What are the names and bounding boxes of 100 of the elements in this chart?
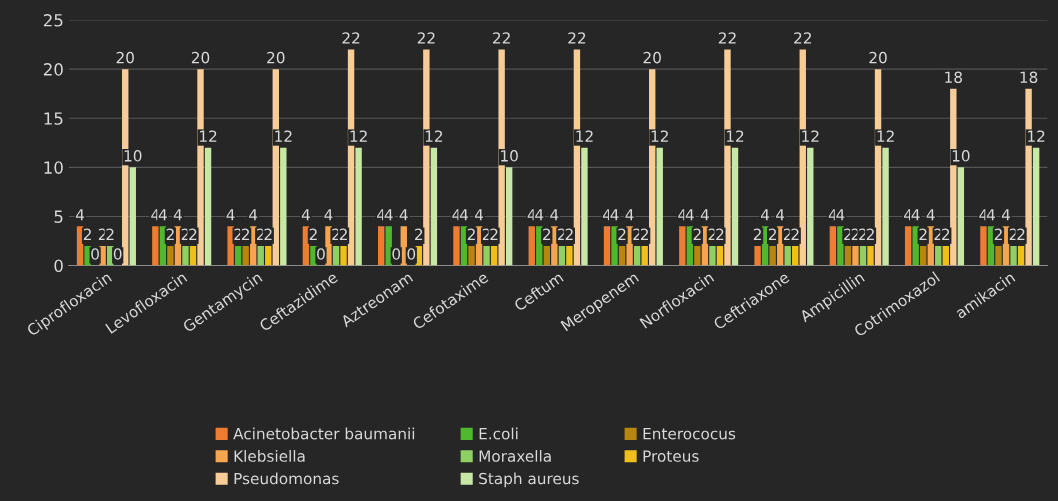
data-label: 4 xyxy=(685,209,694,221)
data-label: 2 xyxy=(106,228,114,240)
bar xyxy=(829,226,837,266)
bar xyxy=(528,226,535,266)
data-label: 12 xyxy=(275,130,292,142)
data-label: 10 xyxy=(952,150,970,162)
bar xyxy=(332,245,340,266)
data-label: 0 xyxy=(392,248,401,260)
data-label: 18 xyxy=(945,71,962,84)
bar xyxy=(182,245,189,266)
bar xyxy=(709,245,716,266)
data-label: 12 xyxy=(877,130,894,142)
bar xyxy=(852,245,859,266)
y-tick-label: 5 xyxy=(54,210,63,223)
data-label: 2 xyxy=(339,228,347,240)
data-label: 22 xyxy=(794,32,811,44)
data-label: 4 xyxy=(158,209,167,221)
data-label: 2 xyxy=(565,228,573,240)
bar xyxy=(430,147,438,266)
data-label: 12 xyxy=(425,130,443,142)
data-label: 22 xyxy=(568,32,586,44)
bar xyxy=(1010,245,1017,266)
bar xyxy=(957,167,965,266)
bar xyxy=(483,245,490,266)
data-label: 4 xyxy=(173,209,182,221)
legend-label: Moraxella xyxy=(479,450,551,462)
data-label: 4 xyxy=(1001,209,1011,221)
bar xyxy=(935,245,942,266)
bar xyxy=(859,245,867,266)
data-label: 0 xyxy=(113,248,122,260)
data-label: 4 xyxy=(384,209,393,221)
data-label: 4 xyxy=(399,209,408,221)
data-label: 4 xyxy=(459,209,468,221)
legend-label: Pseudomonas xyxy=(234,472,339,485)
data-label: 2 xyxy=(994,228,1002,240)
y-tick-label: 20 xyxy=(43,63,63,76)
data-label: 2 xyxy=(768,228,776,240)
data-label: 2 xyxy=(241,228,250,240)
data-label: 2 xyxy=(234,228,242,240)
data-label: 2 xyxy=(415,228,423,240)
data-label: 2 xyxy=(189,228,197,240)
data-label: 10 xyxy=(501,150,518,162)
data-label: 2 xyxy=(753,228,761,240)
data-label: 20 xyxy=(116,51,134,64)
data-label: 4 xyxy=(979,209,988,221)
data-label: 4 xyxy=(700,209,709,221)
legend-label: E.coli xyxy=(479,427,518,440)
bar xyxy=(844,245,852,266)
data-label: 4 xyxy=(911,209,920,221)
bar xyxy=(377,226,385,266)
data-label: 12 xyxy=(576,130,593,142)
bar xyxy=(129,167,136,266)
bar xyxy=(679,226,686,266)
bar xyxy=(784,245,791,266)
bar xyxy=(912,226,919,266)
data-label: 4 xyxy=(986,209,995,221)
data-label: 2 xyxy=(1017,228,1025,240)
data-label: 2 xyxy=(264,228,272,240)
data-label: 2 xyxy=(693,228,701,240)
bar xyxy=(807,147,814,266)
bar xyxy=(280,147,287,266)
bar xyxy=(882,147,889,266)
data-label: 2 xyxy=(618,228,626,240)
data-label: 4 xyxy=(151,209,160,221)
data-label: 18 xyxy=(1020,71,1038,84)
legend-label: Enterococus xyxy=(643,428,736,440)
bar xyxy=(754,245,761,266)
y-tick-label: 15 xyxy=(44,112,63,125)
data-label: 20 xyxy=(267,51,285,64)
data-label: 12 xyxy=(802,130,819,142)
data-label: 2 xyxy=(490,228,498,240)
data-label: 20 xyxy=(643,51,661,64)
data-label: 4 xyxy=(836,209,845,221)
data-label: 4 xyxy=(761,209,770,221)
data-label: 2 xyxy=(309,228,317,240)
data-label: 10 xyxy=(124,150,142,162)
bar xyxy=(603,226,611,266)
bar xyxy=(152,226,159,266)
data-label: 4 xyxy=(324,209,333,221)
data-label: 4 xyxy=(625,209,634,221)
bar xyxy=(453,226,460,266)
data-label: 2 xyxy=(919,228,927,240)
bar xyxy=(257,245,264,266)
data-label: 4 xyxy=(249,209,258,221)
data-label: 22 xyxy=(342,32,360,44)
bar xyxy=(1032,147,1040,266)
bar xyxy=(656,147,663,266)
y-tick-label: 10 xyxy=(44,161,63,174)
data-label: 4 xyxy=(301,209,310,221)
data-label: 12 xyxy=(1028,130,1045,142)
bar xyxy=(633,245,641,266)
bar xyxy=(904,226,912,266)
bar xyxy=(731,147,739,266)
bar xyxy=(234,245,242,266)
data-label: 12 xyxy=(200,130,217,142)
data-label: 2 xyxy=(633,228,641,240)
data-label: 4 xyxy=(926,209,935,221)
bar xyxy=(204,147,212,266)
data-label: 0 xyxy=(407,248,416,260)
data-label: 2 xyxy=(640,228,648,240)
